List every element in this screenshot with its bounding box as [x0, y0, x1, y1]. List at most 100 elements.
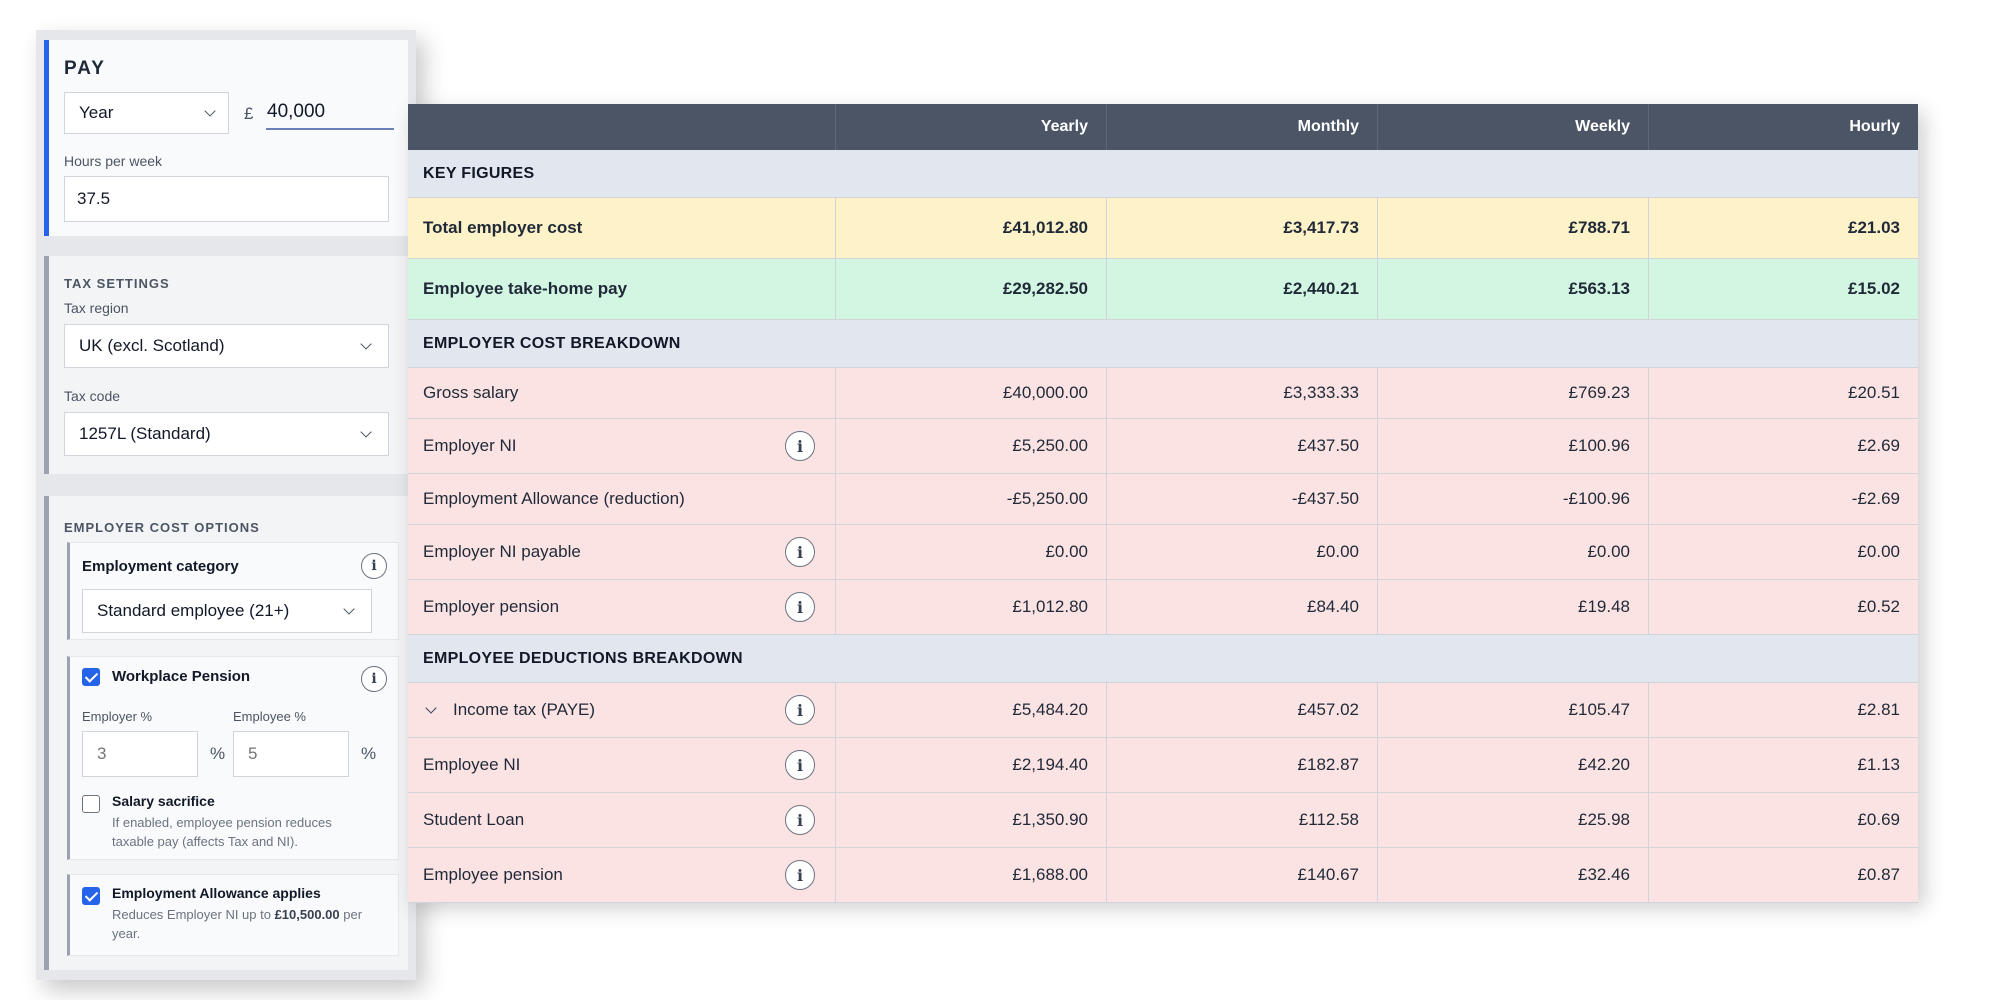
tax-code-label: Tax code — [64, 388, 121, 404]
employment-category-label: Employment category — [82, 558, 239, 575]
employee-pct-input[interactable] — [233, 731, 349, 777]
chevron-down-icon[interactable] — [425, 701, 437, 714]
value-monthly: -£437.50 — [1107, 474, 1378, 524]
info-icon[interactable]: i — [785, 431, 815, 461]
row-gross-salary: Gross salary £40,000.00 £3,333.33 £769.2… — [408, 368, 1918, 419]
row-label-cell: Employer pension i — [408, 580, 836, 634]
value-yearly: £40,000.00 — [836, 368, 1107, 418]
header-yearly: Yearly — [836, 104, 1107, 150]
value-hourly: £20.51 — [1848, 383, 1900, 402]
info-icon[interactable]: i — [785, 860, 815, 890]
info-icon[interactable]: i — [785, 805, 815, 835]
pay-title: PAY — [64, 58, 106, 79]
header-cell — [408, 104, 836, 150]
value-yearly: -£5,250.00 — [836, 474, 1107, 524]
row-label: Employee take-home pay — [408, 259, 836, 319]
tax-settings-card: TAX SETTINGS Tax region UK (excl. Scotla… — [44, 256, 408, 474]
value-hourly: £21.03 — [1848, 218, 1900, 237]
value-yearly: £1,012.80 — [836, 580, 1107, 634]
salary-sacrifice-help: If enabled, employee pension reduces tax… — [112, 815, 332, 849]
employment-allowance-label: Employment Allowance applies — [112, 885, 321, 901]
row-employment-allowance: Employment Allowance (reduction) -£5,250… — [408, 474, 1918, 525]
value-weekly: £105.47 — [1378, 683, 1649, 737]
salary-sacrifice-label: Salary sacrifice — [112, 793, 215, 809]
employer-pct-input[interactable] — [82, 731, 198, 777]
salary-input[interactable] — [266, 96, 394, 130]
value-hourly: £0.69 — [1857, 810, 1900, 829]
header-monthly: Monthly — [1107, 104, 1378, 150]
employment-allowance-box: Employment Allowance applies Reduces Emp… — [67, 874, 399, 956]
pay-period-value: Year — [79, 103, 114, 122]
employment-category-box: Employment category i Standard employee … — [67, 542, 399, 640]
row-label-cell: Employer NI i — [408, 419, 836, 473]
value-monthly: £437.50 — [1107, 419, 1378, 473]
workplace-pension-checkbox[interactable] — [82, 668, 100, 686]
value-yearly: £2,194.40 — [836, 738, 1107, 792]
value-weekly: £563.13 — [1378, 259, 1649, 319]
row-employer-ni: Employer NI i £5,250.00 £437.50 £100.96 … — [408, 419, 1918, 474]
row-employer-pension: Employer pension i £1,012.80 £84.40 £19.… — [408, 580, 1918, 635]
row-label: Income tax (PAYE) — [453, 700, 596, 719]
row-label: Employment Allowance (reduction) — [408, 474, 836, 524]
value-monthly: £3,333.33 — [1107, 368, 1378, 418]
chevron-down-icon — [204, 104, 216, 117]
salary-sacrifice-checkbox[interactable] — [82, 795, 100, 813]
tax-region-label: Tax region — [64, 300, 129, 316]
results-table: Yearly Monthly Weekly Hourly KEY FIGURES… — [408, 104, 1918, 903]
pay-period-select[interactable]: Year — [64, 92, 229, 134]
value-monthly: £182.87 — [1107, 738, 1378, 792]
workplace-pension-label: Workplace Pension — [112, 668, 251, 685]
row-label: Employer pension — [423, 597, 560, 616]
tax-region-value: UK (excl. Scotland) — [79, 336, 225, 355]
value-monthly: £84.40 — [1107, 580, 1378, 634]
row-label-cell: Employee NI i — [408, 738, 836, 792]
row-label: Employee pension — [423, 865, 563, 884]
value-weekly: -£100.96 — [1378, 474, 1649, 524]
employment-allowance-checkbox[interactable] — [82, 887, 100, 905]
value-monthly: £0.00 — [1107, 525, 1378, 579]
row-label-cell: Employee pension i — [408, 848, 836, 902]
header-hourly: Hourly — [1849, 118, 1900, 135]
section-label: EMPLOYEE DEDUCTIONS BREAKDOWN — [423, 649, 743, 667]
info-icon[interactable]: i — [361, 666, 387, 692]
value-yearly: £1,350.90 — [836, 793, 1107, 847]
value-monthly: £2,440.21 — [1107, 259, 1378, 319]
row-income-tax[interactable]: Income tax (PAYE) i £5,484.20 £457.02 £1… — [408, 683, 1918, 738]
value-monthly: £140.67 — [1107, 848, 1378, 902]
row-label-cell: Income tax (PAYE) i — [408, 683, 836, 737]
info-icon[interactable]: i — [785, 537, 815, 567]
hours-input[interactable] — [64, 176, 389, 222]
info-icon[interactable]: i — [785, 592, 815, 622]
percent-symbol: % — [361, 744, 377, 763]
value-yearly: £0.00 — [836, 525, 1107, 579]
info-icon[interactable]: i — [361, 553, 387, 579]
value-weekly: £25.98 — [1378, 793, 1649, 847]
value-hourly: £15.02 — [1848, 279, 1900, 298]
tax-code-value: 1257L (Standard) — [79, 424, 211, 443]
row-label: Employer NI payable — [423, 542, 581, 561]
value-monthly: £3,417.73 — [1107, 198, 1378, 258]
value-hourly: £2.81 — [1857, 700, 1900, 719]
value-hourly: £0.00 — [1857, 542, 1900, 561]
employer-pct-label: Employer % — [82, 709, 153, 724]
row-employer-ni-payable: Employer NI payable i £0.00 £0.00 £0.00 … — [408, 525, 1918, 580]
header-weekly: Weekly — [1378, 104, 1649, 150]
value-yearly: £5,250.00 — [836, 419, 1107, 473]
row-label: Employee NI — [423, 755, 521, 774]
info-icon[interactable]: i — [785, 750, 815, 780]
value-weekly: £42.20 — [1378, 738, 1649, 792]
section-label: KEY FIGURES — [423, 164, 535, 182]
workplace-pension-box: Workplace Pension i Employer % Employee … — [67, 656, 399, 860]
chevron-down-icon — [360, 425, 372, 438]
value-hourly: -£2.69 — [1851, 489, 1900, 508]
chevron-down-icon — [343, 602, 355, 615]
employment-category-select[interactable]: Standard employee (21+) — [82, 589, 372, 633]
currency-symbol: £ — [244, 104, 254, 123]
value-hourly: £1.13 — [1857, 755, 1900, 774]
value-monthly: £112.58 — [1107, 793, 1378, 847]
tax-code-select[interactable]: 1257L (Standard) — [64, 412, 389, 456]
hours-label: Hours per week — [64, 153, 163, 169]
row-label: Total employer cost — [408, 198, 836, 258]
info-icon[interactable]: i — [785, 695, 815, 725]
tax-region-select[interactable]: UK (excl. Scotland) — [64, 324, 389, 368]
